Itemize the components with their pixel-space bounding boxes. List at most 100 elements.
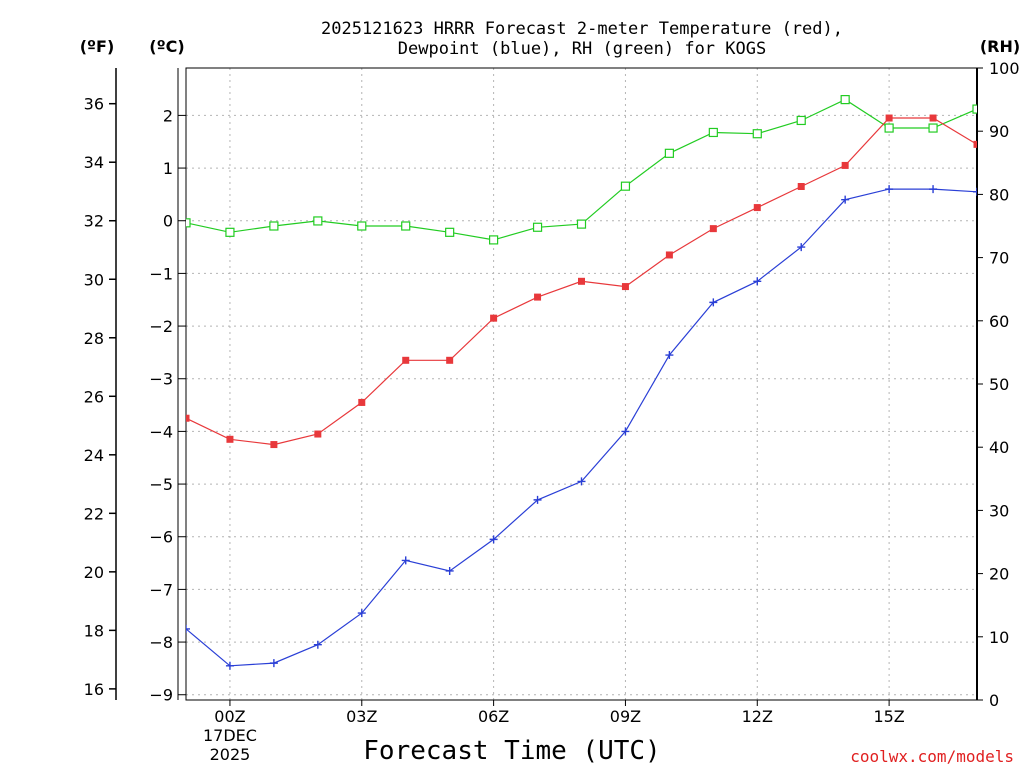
data-point xyxy=(313,640,322,649)
x-tick-label: 12Z xyxy=(742,707,773,726)
data-point xyxy=(186,218,191,228)
data-point xyxy=(709,298,718,307)
data-point xyxy=(576,219,587,229)
rh-tick-label: 20 xyxy=(989,565,1009,584)
fahrenheit-tick-label: 22 xyxy=(84,504,104,523)
celsius-tick-label: −2 xyxy=(149,317,173,336)
data-point xyxy=(446,356,454,364)
title-line-1: 2025121623 HRRR Forecast 2-meter Tempera… xyxy=(321,19,843,39)
series-line xyxy=(186,188,977,667)
data-point xyxy=(796,115,806,126)
fahrenheit-axis: 16 18 20 22 24 26 28 30 32 34 36 xyxy=(84,95,116,699)
x-tick-label: 03Z xyxy=(346,707,377,726)
rh-tick-label: 0 xyxy=(989,691,999,710)
data-point xyxy=(665,251,673,259)
data-point xyxy=(797,183,805,190)
rh-tick-label: 80 xyxy=(989,185,1009,204)
data-point xyxy=(972,104,977,114)
celsius-tick-label: −6 xyxy=(149,528,173,547)
data-point xyxy=(225,227,235,237)
celsius-tick-label: 1 xyxy=(163,159,173,178)
rh-tick-label: 40 xyxy=(989,438,1009,457)
data-point xyxy=(357,609,366,618)
data-point xyxy=(929,185,938,194)
data-point xyxy=(357,221,367,231)
rh-axis: 0 10 20 30 40 50 60 70 80 90 100 xyxy=(977,59,1020,710)
data-point xyxy=(928,123,938,133)
series-layer xyxy=(186,94,977,670)
celsius-tick-label: 2 xyxy=(163,106,173,125)
fahrenheit-tick-label: 36 xyxy=(84,95,104,114)
data-point xyxy=(533,495,542,504)
data-point xyxy=(269,221,279,231)
data-point xyxy=(490,314,498,322)
data-point xyxy=(753,204,761,212)
fahrenheit-unit-label: (ºF) xyxy=(80,37,115,56)
plot-frame xyxy=(185,67,978,701)
rh-tick-label: 10 xyxy=(989,628,1009,647)
rh-tick-label: 50 xyxy=(989,375,1009,394)
celsius-tick-label: 0 xyxy=(163,212,173,231)
data-point xyxy=(445,566,454,575)
data-point xyxy=(620,181,631,191)
data-point xyxy=(840,94,850,105)
data-point xyxy=(752,129,762,139)
celsius-tick-label: −7 xyxy=(149,580,173,599)
data-point xyxy=(226,435,234,443)
x-tick-label: 2025 xyxy=(210,745,251,764)
celsius-unit-label: (ºC) xyxy=(149,37,184,56)
data-point xyxy=(401,221,411,231)
data-point xyxy=(489,535,498,544)
rh-tick-label: 90 xyxy=(989,122,1009,141)
data-point xyxy=(270,441,278,449)
fahrenheit-tick-label: 16 xyxy=(84,680,104,699)
celsius-tick-label: −5 xyxy=(149,475,173,494)
data-point xyxy=(578,277,585,285)
data-point xyxy=(973,187,977,196)
fahrenheit-tick-label: 32 xyxy=(84,212,104,231)
data-point xyxy=(577,477,586,486)
x-tick-label: 00Z xyxy=(214,707,245,726)
data-point xyxy=(532,222,543,232)
x-tick-label: 06Z xyxy=(478,707,509,726)
x-tick-label: 15Z xyxy=(873,707,904,726)
data-point xyxy=(885,185,894,194)
celsius-axis: −9 −8 −7 −6 −5 −4 −3 −2 −1 0 1 2 xyxy=(149,106,186,705)
rh-tick-label: 100 xyxy=(989,59,1020,78)
fahrenheit-tick-label: 26 xyxy=(84,387,104,406)
rh-tick-label: 70 xyxy=(989,249,1009,268)
data-point xyxy=(753,277,762,286)
data-point xyxy=(885,114,893,122)
data-point xyxy=(973,140,977,148)
x-axis-label: Forecast Time (UTC) xyxy=(363,736,660,766)
data-point xyxy=(358,398,366,406)
chart-title: 2025121623 HRRR Forecast 2-meter Tempera… xyxy=(321,19,843,59)
x-tick-label: 17DEC xyxy=(203,726,257,745)
celsius-tick-label: −9 xyxy=(149,686,173,705)
data-point xyxy=(621,427,630,436)
data-point xyxy=(621,283,629,291)
data-point xyxy=(664,148,674,158)
series-line xyxy=(186,98,977,241)
gridlines xyxy=(186,68,977,700)
rh-tick-label: 30 xyxy=(989,501,1009,520)
celsius-tick-label: −1 xyxy=(149,264,173,283)
fahrenheit-tick-label: 18 xyxy=(84,621,104,640)
data-point xyxy=(313,216,323,226)
data-point xyxy=(665,351,674,360)
celsius-tick-label: −8 xyxy=(149,633,173,652)
data-point xyxy=(929,114,937,122)
rh-unit-label: (RH) xyxy=(980,37,1020,56)
data-point xyxy=(709,225,717,233)
data-point xyxy=(534,293,542,301)
data-point xyxy=(841,195,850,204)
credit-text: coolwx.com/models xyxy=(850,747,1014,766)
data-point xyxy=(402,356,410,364)
data-point xyxy=(489,235,499,245)
fahrenheit-tick-label: 34 xyxy=(84,153,104,172)
series-rh xyxy=(186,94,977,245)
data-point xyxy=(314,430,322,438)
fahrenheit-tick-label: 28 xyxy=(84,329,104,348)
fahrenheit-tick-label: 24 xyxy=(84,446,104,465)
